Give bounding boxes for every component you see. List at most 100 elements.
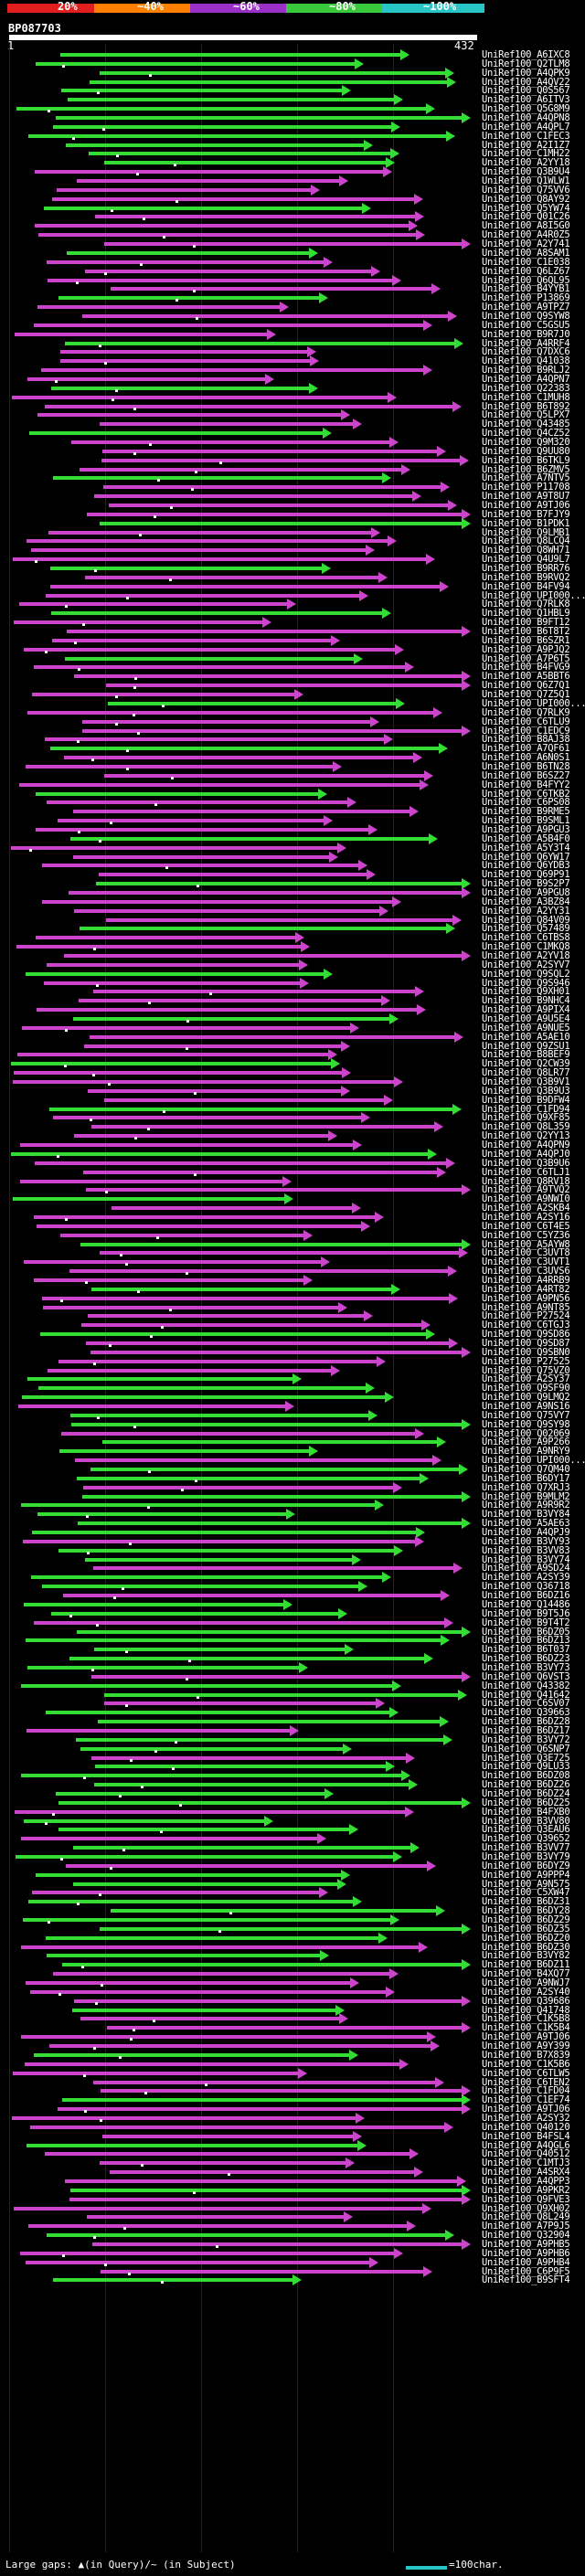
hit-bar[interactable] <box>22 1395 385 1400</box>
hit-label[interactable]: UniRef100_A6N0S1 <box>482 752 570 764</box>
hit-bar[interactable] <box>109 504 448 507</box>
hit-bar[interactable] <box>36 827 368 832</box>
hit-label[interactable]: UniRef100_C3UVS6 <box>482 1266 570 1277</box>
hit-label[interactable]: UniRef100_Q36718 <box>482 1581 570 1593</box>
hit-bar[interactable] <box>36 61 355 66</box>
hit-label[interactable]: UniRef100_A4RT82 <box>482 1283 570 1295</box>
hit-label[interactable]: UniRef100_Q9M320 <box>482 436 570 448</box>
hit-bar[interactable] <box>102 449 437 453</box>
hit-bar[interactable] <box>24 1818 264 1823</box>
hit-label[interactable]: UniRef100_Q75VY7 <box>482 1409 570 1421</box>
hit-label[interactable]: UniRef100_B7X839 <box>482 2049 570 2061</box>
hit-label[interactable]: UniRef100_B8BEF9 <box>482 1049 570 1061</box>
hit-label[interactable]: UniRef100_B9FT12 <box>482 617 570 629</box>
hit-label[interactable]: UniRef100_Q3E725 <box>482 1752 570 1764</box>
hit-bar[interactable] <box>46 1711 389 1715</box>
hit-bar[interactable] <box>68 98 394 102</box>
hit-label[interactable]: UniRef100_C1FEC3 <box>482 130 570 142</box>
hit-label[interactable]: UniRef100_C1MTJ3 <box>482 2157 570 2169</box>
hit-label[interactable]: UniRef100_A4QPK9 <box>482 67 570 79</box>
hit-label[interactable]: UniRef100_B6DY17 <box>482 1472 570 1484</box>
hit-label[interactable]: UniRef100_C6T4E5 <box>482 1220 570 1232</box>
hit-label[interactable]: UniRef100_B3VV80 <box>482 1815 570 1827</box>
hit-label[interactable]: UniRef100_B6DZ11 <box>482 1959 570 1971</box>
hit-bar[interactable] <box>44 206 362 210</box>
hit-bar[interactable] <box>34 665 405 670</box>
hit-label[interactable]: UniRef100_A8I5G0 <box>482 220 570 232</box>
hit-bar[interactable] <box>102 2134 353 2138</box>
hit-label[interactable]: UniRef100_Q6VST3 <box>482 1670 570 1682</box>
hit-bar[interactable] <box>30 1989 386 1994</box>
hit-bar[interactable] <box>72 2008 335 2012</box>
hit-bar[interactable] <box>69 890 462 895</box>
hit-bar[interactable] <box>26 1981 350 1986</box>
hit-label[interactable]: UniRef100_Q32904 <box>482 2230 570 2242</box>
hit-bar[interactable] <box>49 1107 452 1111</box>
hit-bar[interactable] <box>70 1413 368 1417</box>
hit-bar[interactable] <box>45 404 452 408</box>
hit-bar[interactable] <box>24 1260 321 1265</box>
hit-bar[interactable] <box>24 647 395 652</box>
hit-label[interactable]: UniRef100_Q22383 <box>482 382 570 394</box>
hit-label[interactable]: UniRef100_B6DZ35 <box>482 1923 570 1935</box>
hit-label[interactable]: UniRef100_A4QPN8 <box>482 112 570 124</box>
hit-bar[interactable] <box>66 143 364 147</box>
hit-bar[interactable] <box>29 431 323 436</box>
hit-bar[interactable] <box>64 756 413 760</box>
hit-label[interactable]: UniRef100_B9RVQ2 <box>482 571 570 583</box>
hit-bar[interactable] <box>34 1214 375 1219</box>
hit-bar[interactable] <box>87 2215 344 2220</box>
hit-label[interactable]: UniRef100_B4YYB1 <box>482 283 570 295</box>
hit-bar[interactable] <box>20 1143 353 1148</box>
hit-label[interactable]: UniRef100_Q9LU33 <box>482 1761 570 1773</box>
hit-label[interactable]: UniRef100_B9DFW4 <box>482 1094 570 1106</box>
hit-bar[interactable] <box>25 2062 399 2066</box>
hit-bar[interactable] <box>41 368 423 373</box>
hit-label[interactable]: UniRef100_A4RRF4 <box>482 337 570 349</box>
hit-label[interactable]: UniRef100_A4QPL7 <box>482 121 570 133</box>
hit-bar[interactable] <box>11 845 337 850</box>
hit-bar[interactable] <box>83 1170 437 1174</box>
hit-bar[interactable] <box>21 2035 427 2040</box>
hit-label[interactable]: UniRef100_B9NHC4 <box>482 995 570 1007</box>
hit-label[interactable]: UniRef100_Q7RLK9 <box>482 706 570 718</box>
hit-label[interactable]: UniRef100_Q8RV18 <box>482 1175 570 1187</box>
hit-bar[interactable] <box>27 1728 290 1733</box>
hit-bar[interactable] <box>87 512 462 516</box>
hit-bar[interactable] <box>24 1602 283 1606</box>
hit-label[interactable]: UniRef100_B9T4T2 <box>482 1617 570 1628</box>
hit-bar[interactable] <box>46 593 359 598</box>
hit-bar[interactable] <box>11 1062 331 1066</box>
hit-bar[interactable] <box>12 2115 356 2120</box>
hit-label[interactable]: UniRef100_Q8LCQ4 <box>482 535 570 547</box>
hit-bar[interactable] <box>88 1314 364 1319</box>
hit-bar[interactable] <box>58 296 319 301</box>
hit-bar[interactable] <box>49 2044 431 2049</box>
hit-bar[interactable] <box>58 1800 462 1805</box>
hit-bar[interactable] <box>95 1765 386 1769</box>
hit-bar[interactable] <box>50 567 322 571</box>
hit-label[interactable]: UniRef100_B3VY74 <box>482 1553 570 1565</box>
hit-bar[interactable] <box>53 1972 389 1977</box>
hit-label[interactable]: UniRef100_Q41038 <box>482 355 570 367</box>
hit-label[interactable]: UniRef100_Q02069 <box>482 1427 570 1439</box>
hit-bar[interactable] <box>94 1648 345 1652</box>
hit-label[interactable]: UniRef100_A9Y399 <box>482 2041 570 2052</box>
hit-bar[interactable] <box>86 1188 462 1193</box>
hit-bar[interactable] <box>31 548 366 553</box>
hit-label[interactable]: UniRef100_C6TBS8 <box>482 932 570 944</box>
hit-bar[interactable] <box>101 458 460 462</box>
hit-bar[interactable] <box>32 693 294 697</box>
hit-label[interactable]: UniRef100_A9U5E4 <box>482 1013 570 1025</box>
hit-bar[interactable] <box>60 53 400 57</box>
hit-label[interactable]: UniRef100_Q41642 <box>482 1689 570 1701</box>
hit-label[interactable]: UniRef100_B6DZ25 <box>482 1797 570 1808</box>
hit-label[interactable]: UniRef100_A2SYV7 <box>482 959 570 970</box>
hit-label[interactable]: UniRef100_A2YY31 <box>482 905 570 917</box>
hit-bar[interactable] <box>73 1846 410 1850</box>
hit-label[interactable]: UniRef100_A9PGU8 <box>482 886 570 898</box>
hit-bar[interactable] <box>65 656 354 661</box>
hit-bar[interactable] <box>80 1746 343 1751</box>
hit-label[interactable]: UniRef100_A8SAM1 <box>482 247 570 259</box>
hit-bar[interactable] <box>67 630 462 634</box>
